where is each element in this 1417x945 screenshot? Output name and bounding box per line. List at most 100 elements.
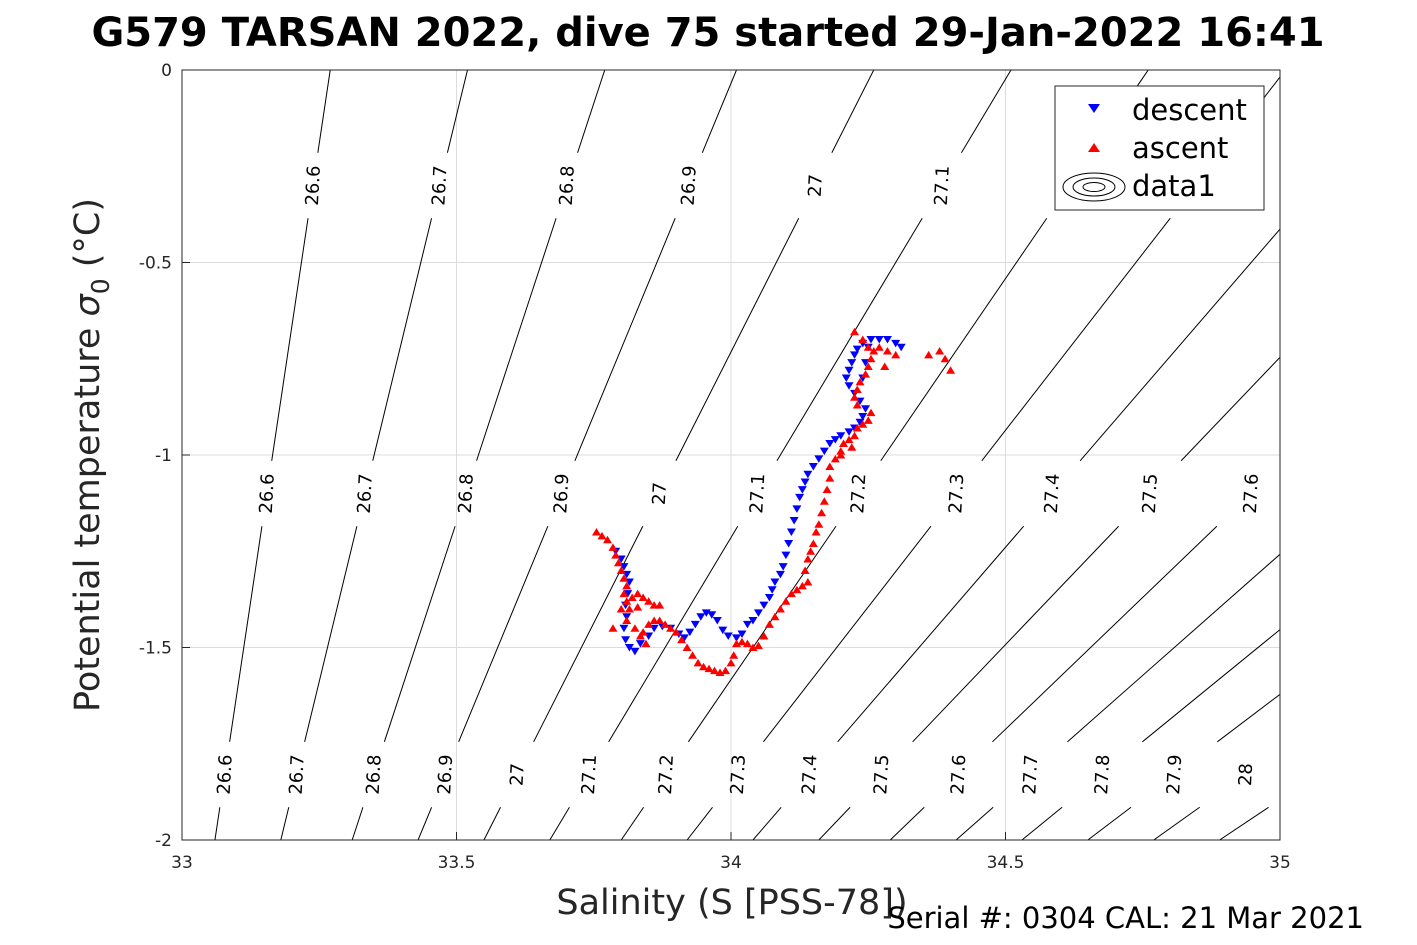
contour-line — [955, 806, 994, 840]
contour-label: 26.6 — [302, 165, 325, 206]
ascent-point — [759, 631, 769, 640]
ascent-point — [624, 605, 634, 613]
ascent-point — [850, 393, 860, 401]
descent-point — [778, 563, 788, 571]
ascent-point — [753, 641, 763, 650]
ascent-point — [803, 554, 813, 563]
ascent-point — [655, 601, 665, 609]
ascent-point — [863, 343, 873, 351]
ascent-point — [880, 362, 890, 370]
ascent-point — [781, 597, 791, 605]
contour-label: 27.4 — [1041, 473, 1064, 514]
contour-line — [1217, 693, 1280, 743]
ascent-point — [855, 377, 865, 386]
contour-label: 27.5 — [870, 754, 893, 795]
descent-point — [623, 590, 633, 598]
descent-point — [850, 351, 860, 359]
chart-title: G579 TARSAN 2022, dive 75 started 29-Jan… — [91, 10, 1324, 56]
ascent-point — [839, 439, 849, 447]
legend-data1-label: data1 — [1132, 169, 1216, 203]
ascent-point — [602, 535, 612, 544]
contour-label: 27.3 — [727, 754, 750, 795]
ascent-point — [858, 420, 868, 428]
descent-point — [759, 601, 769, 610]
contour-line — [620, 806, 645, 840]
ascent-point — [660, 620, 670, 628]
descent-point — [800, 478, 810, 486]
ascent-point — [715, 668, 725, 677]
ascent-point — [622, 597, 632, 605]
ascent-point — [866, 408, 876, 417]
contour-line — [837, 525, 1025, 743]
ascent-point — [792, 585, 802, 594]
contour-line — [818, 806, 851, 840]
ascent-point — [619, 589, 629, 598]
ascent-point — [825, 474, 835, 482]
ascent-point — [806, 547, 816, 555]
ascent-point — [852, 424, 862, 432]
ascent-point — [836, 451, 846, 459]
contour-label: 26.8 — [455, 473, 478, 514]
y-tick-label: -2 — [155, 831, 172, 851]
descent-point — [797, 486, 807, 494]
descent-point — [891, 339, 901, 348]
descent-point — [784, 540, 794, 548]
descent-point — [874, 336, 884, 344]
contour-line — [214, 807, 221, 840]
descent-point — [624, 644, 634, 652]
ascent-point — [699, 662, 709, 671]
legend-descent-label: descent — [1132, 93, 1247, 127]
contour-line — [992, 525, 1218, 743]
legend: descent ascent data1 — [1054, 85, 1265, 211]
descent-point — [852, 345, 862, 354]
ascent-point — [726, 658, 736, 667]
axis-ticks: 33 33.5 34 34.5 35 0 -0.5 -1 -1.5 -2 — [139, 61, 1291, 873]
descent-point — [679, 634, 689, 642]
ascent-point — [817, 508, 827, 517]
ascent-point — [869, 347, 879, 355]
contour-line — [1180, 356, 1280, 462]
serial-calibration-note: Serial #: 0304 CAL: 21 Mar 2021 — [887, 901, 1364, 935]
contour-line — [446, 70, 468, 153]
ascent-point — [671, 628, 681, 636]
contour-line — [1285, 218, 1417, 461]
ascent-point — [830, 454, 840, 463]
contour-label: 27.1 — [931, 165, 954, 206]
ascent-point — [591, 528, 601, 536]
ascent-point — [633, 603, 643, 611]
ascent-point — [638, 628, 648, 636]
contour-line — [981, 217, 1171, 462]
descent-point — [819, 447, 829, 456]
x-tick-label: 35 — [1269, 853, 1291, 873]
descent-point — [825, 439, 835, 448]
ascent-point — [737, 637, 747, 646]
descent-point — [753, 609, 763, 617]
descent-point — [635, 640, 645, 648]
ascent-point — [638, 593, 648, 601]
y-tick-label: -1.5 — [139, 639, 172, 659]
contour-line — [1079, 228, 1280, 462]
contour-line — [417, 807, 433, 840]
y-axis-label: Potential temperature σ0 (°C) — [68, 198, 115, 712]
svg-text:Potential temperature σ0 (°C): Potential temperature σ0 (°C) — [68, 198, 115, 712]
descent-point — [808, 463, 818, 471]
ascent-point — [742, 639, 752, 648]
descent-point — [814, 455, 824, 463]
contour-label: 27.8 — [1091, 754, 1114, 795]
descent-point — [803, 470, 813, 479]
contour-line — [483, 807, 501, 840]
ascent-point — [863, 362, 873, 370]
contour-line — [889, 806, 925, 840]
ascent-point — [850, 431, 860, 440]
contour-label: 27.4 — [798, 754, 821, 795]
descent-point — [718, 626, 728, 635]
ascent-point — [800, 566, 810, 574]
descent-point — [712, 617, 722, 625]
contour-line — [458, 526, 549, 743]
descent-point — [748, 617, 758, 625]
contour-line — [686, 806, 713, 840]
contour-label: 26.6 — [214, 754, 237, 795]
y-tick-label: -1 — [155, 446, 172, 466]
contour-label: 26.7 — [428, 165, 451, 206]
contour-label: 27 — [506, 763, 528, 787]
